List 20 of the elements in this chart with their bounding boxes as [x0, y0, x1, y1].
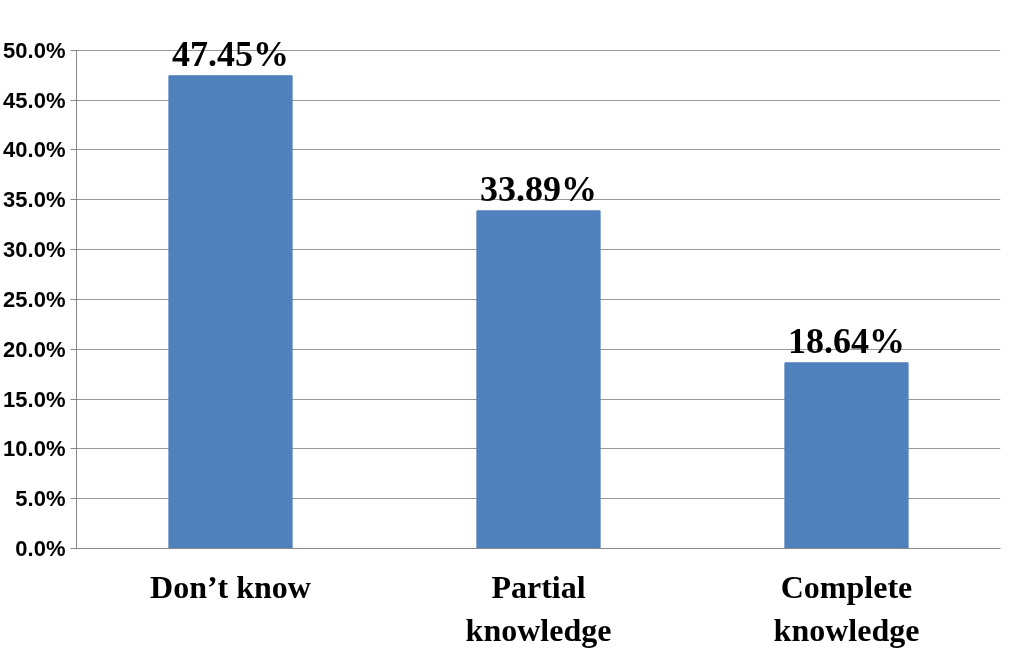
y-tick-label: 10.0%	[3, 436, 66, 462]
x-tick-label: Don’t know	[150, 568, 311, 605]
x-tick-label: Partial knowledge	[465, 568, 612, 648]
y-tick-label: 50.0%	[3, 37, 66, 63]
y-tick-label: 45.0%	[3, 87, 66, 113]
y-tick-label: 5.0%	[15, 486, 66, 512]
bar	[784, 362, 909, 549]
y-tick-label: 20.0%	[3, 336, 66, 362]
y-tick-label: 15.0%	[3, 386, 66, 412]
data-label: 33.89%	[480, 168, 597, 209]
bar	[476, 210, 601, 549]
y-tick-label: 25.0%	[3, 286, 66, 312]
bar	[168, 75, 293, 549]
y-tick-label: 30.0%	[3, 237, 66, 263]
data-label: 18.64%	[788, 320, 905, 361]
data-label: 47.45%	[172, 33, 289, 74]
y-tick-label: 35.0%	[3, 187, 66, 213]
x-tick-label: Complete knowledge	[773, 568, 920, 648]
y-tick-label: 0.0%	[15, 536, 66, 561]
y-tick-label: 40.0%	[3, 137, 66, 163]
